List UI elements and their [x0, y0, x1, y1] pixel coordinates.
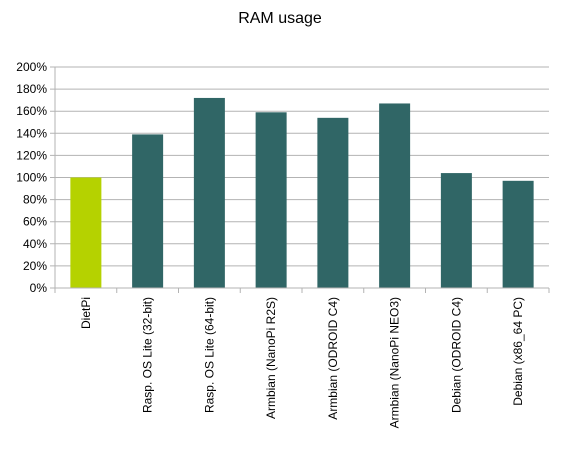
y-tick-label: 120%: [16, 148, 47, 162]
x-tick-label: Debian (ODROID C4): [449, 297, 463, 413]
chart-title: RAM usage: [238, 10, 322, 27]
bar: [132, 134, 164, 288]
x-tick-label: Rasp. OS Lite (32-bit): [141, 297, 155, 413]
bar: [255, 112, 287, 289]
y-tick-label: 200%: [16, 60, 47, 74]
x-tick-label: Rasp. OS Lite (64-bit): [202, 297, 216, 413]
x-axis-ticks: DietPi Rasp. OS Lite (32-bit) Rasp. OS Lit…: [54, 288, 550, 428]
bar: [70, 177, 102, 288]
y-tick-label: 100%: [16, 171, 47, 185]
y-tick-label: 60%: [23, 215, 47, 229]
x-tick-label: DietPi: [79, 297, 93, 329]
y-tick-label: 180%: [16, 82, 47, 96]
x-tick-label: Armbian (NanoPi R2S): [264, 297, 278, 419]
y-tick-label: 140%: [16, 126, 47, 140]
y-tick-label: 80%: [23, 193, 47, 207]
bars: [70, 97, 534, 289]
x-tick-label: Armbian (NanoPi NEO3): [388, 297, 402, 428]
grid-lines: [50, 66, 549, 289]
bar: [440, 173, 472, 288]
y-tick-label: 40%: [23, 237, 47, 251]
bar: [502, 180, 534, 288]
bar: [193, 97, 225, 288]
y-tick-label: 160%: [16, 104, 47, 118]
y-tick-label: 20%: [23, 259, 47, 273]
y-tick-label: 0%: [30, 281, 48, 295]
bar: [317, 117, 349, 288]
x-tick-label: Armbian (ODROID C4): [326, 297, 340, 420]
bar: [379, 103, 411, 288]
x-tick-label: Debian (x86_64 PC): [511, 297, 525, 406]
y-axis-ticks: 0% 20% 40% 60% 80% 100% 120% 140% 160% 180% 200%: [16, 60, 47, 295]
